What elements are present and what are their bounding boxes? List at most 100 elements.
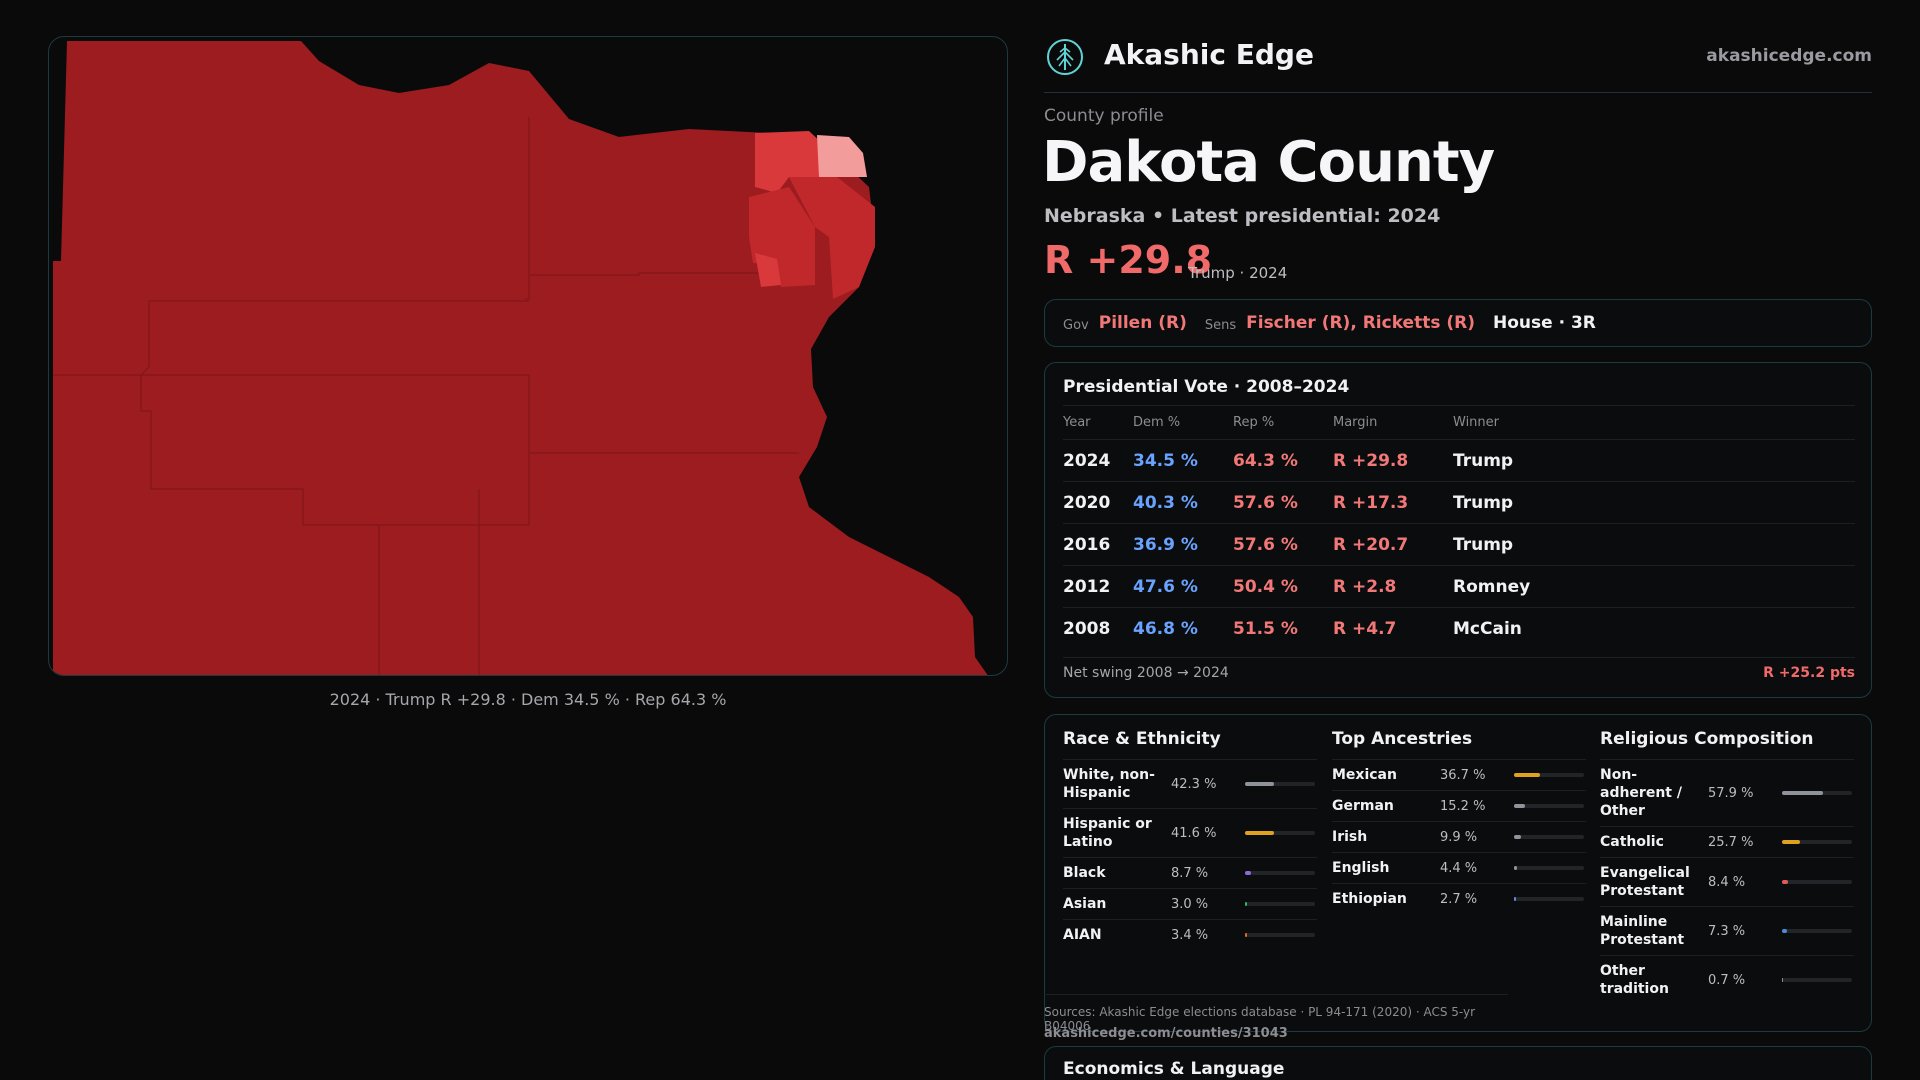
cell-margin: R +29.8 xyxy=(1333,450,1409,471)
demographic-value: 15.2 % xyxy=(1440,798,1486,814)
table-row: 2012 47.6 % 50.4 % R +2.8 Romney xyxy=(1063,565,1855,607)
demographic-row: Irish 9.9 % xyxy=(1332,821,1586,852)
demographic-label: White, non-Hispanic xyxy=(1063,767,1155,801)
demographic-bar xyxy=(1245,831,1315,835)
cell-dem: 40.3 % xyxy=(1133,492,1198,513)
cell-margin: R +2.8 xyxy=(1333,576,1397,597)
gov-key: Gov xyxy=(1063,317,1089,333)
demographic-bar xyxy=(1782,978,1852,982)
cell-rep: 57.6 % xyxy=(1233,534,1298,555)
demographic-row: Asian 3.0 % xyxy=(1063,888,1317,919)
precinct-borders xyxy=(53,117,799,675)
presidential-title: Presidential Vote · 2008–2024 xyxy=(1063,377,1350,397)
header-divider xyxy=(1044,92,1872,93)
demographic-bar-fill xyxy=(1245,933,1248,937)
demographic-row: Mexican 36.7 % xyxy=(1332,759,1586,790)
demographic-bar-fill xyxy=(1514,897,1517,901)
demographic-label: AIAN xyxy=(1063,927,1102,943)
demographic-label: Ethiopian xyxy=(1332,891,1407,907)
demographic-bar xyxy=(1514,773,1584,777)
demographic-bar-fill xyxy=(1245,871,1252,875)
demographic-label: English xyxy=(1332,860,1390,876)
demographic-value: 8.4 % xyxy=(1708,874,1746,890)
sources-url-link[interactable]: akashicedge.com/counties/31043 xyxy=(1044,1026,1288,1041)
ancestry-title: Top Ancestries xyxy=(1332,729,1473,749)
demographic-value: 57.9 % xyxy=(1708,785,1754,801)
latest-margin-note: Trump · 2024 xyxy=(1188,264,1288,282)
demographic-label: Irish xyxy=(1332,829,1368,845)
ancestry-column: Top Ancestries Mexican 36.7 % German 15.2 %… xyxy=(1332,729,1586,914)
cell-rep: 57.6 % xyxy=(1233,492,1298,513)
county-map[interactable] xyxy=(48,36,1008,676)
table-row: 2008 46.8 % 51.5 % R +4.7 McCain xyxy=(1063,607,1855,649)
demographic-row: Evangelical Protestant 8.4 % xyxy=(1600,857,1854,906)
demographic-bar xyxy=(1245,933,1315,937)
net-swing-label: Net swing 2008 → 2024 xyxy=(1063,664,1229,681)
cell-winner: Trump xyxy=(1453,534,1514,555)
header-winner: Winner xyxy=(1453,415,1500,430)
profile-eyebrow: County profile xyxy=(1044,106,1164,126)
demographic-bar-fill xyxy=(1514,804,1525,808)
officials-bar: Gov Pillen (R) Sens Fischer (R), Rickett… xyxy=(1044,299,1872,347)
cell-year: 2008 xyxy=(1063,618,1111,639)
demographic-row: Ethiopian 2.7 % xyxy=(1332,883,1586,914)
race-column: Race & Ethnicity White, non-Hispanic 42.3… xyxy=(1063,729,1317,950)
county-body[interactable] xyxy=(53,41,989,676)
cell-winner: Romney xyxy=(1453,576,1531,597)
demographic-value: 2.7 % xyxy=(1440,891,1478,907)
presidential-vote-card: Presidential Vote · 2008–2024 Year Dem %… xyxy=(1044,362,1872,698)
sources-note: Sources: Akashic Edge elections database… xyxy=(1044,994,1508,1033)
demographic-row: Mainline Protestant 7.3 % xyxy=(1600,906,1854,955)
table-row: 2016 36.9 % 57.6 % R +20.7 Trump xyxy=(1063,523,1855,565)
demographic-bar-fill xyxy=(1782,880,1788,884)
cell-rep: 64.3 % xyxy=(1233,450,1298,471)
demographic-label: Other tradition xyxy=(1600,963,1669,997)
demographic-label: Non-adherent / Other xyxy=(1600,767,1682,819)
cell-winner: Trump xyxy=(1453,450,1514,471)
demographic-bar-fill xyxy=(1514,773,1540,777)
demographic-bar xyxy=(1514,804,1584,808)
demographic-value: 8.7 % xyxy=(1171,865,1209,881)
demographic-bar xyxy=(1245,782,1315,786)
map-caption: 2024 · Trump R +29.8 · Dem 34.5 % · Rep … xyxy=(329,690,727,709)
brand-url-link[interactable]: akashicedge.com xyxy=(1706,46,1872,66)
economics-title: Economics & Language xyxy=(1063,1059,1285,1079)
demographic-value: 36.7 % xyxy=(1440,767,1486,783)
demographic-label: Mainline Protestant xyxy=(1600,914,1685,948)
table-row: 2024 34.5 % 64.3 % R +29.8 Trump xyxy=(1063,439,1855,481)
demographic-bar xyxy=(1514,897,1584,901)
religion-title: Religious Composition xyxy=(1600,729,1814,749)
cell-margin: R +20.7 xyxy=(1333,534,1409,555)
latest-margin: R +29.8 xyxy=(1044,238,1213,282)
table-header: Year Dem % Rep % Margin Winner xyxy=(1063,405,1855,439)
demographic-row: Black 8.7 % xyxy=(1063,857,1317,888)
demographic-bar-fill xyxy=(1514,835,1521,839)
demographic-bar-fill xyxy=(1245,782,1275,786)
demographic-value: 41.6 % xyxy=(1171,825,1217,841)
city-precincts[interactable] xyxy=(749,131,875,299)
race-title: Race & Ethnicity xyxy=(1063,729,1221,749)
demographic-bar xyxy=(1782,929,1852,933)
demographic-row: AIAN 3.4 % xyxy=(1063,919,1317,950)
cell-rep: 50.4 % xyxy=(1233,576,1298,597)
tree-of-life-icon xyxy=(1047,39,1083,75)
cell-margin: R +4.7 xyxy=(1333,618,1397,639)
precinct-map-svg xyxy=(53,41,989,676)
demographic-label: Evangelical Protestant xyxy=(1600,865,1690,899)
cell-year: 2020 xyxy=(1063,492,1111,513)
demographic-row: German 15.2 % xyxy=(1332,790,1586,821)
demographic-row: Other tradition 0.7 % xyxy=(1600,955,1854,1004)
demographic-bar xyxy=(1782,840,1852,844)
demographic-value: 0.7 % xyxy=(1708,972,1746,988)
page-title: Dakota County xyxy=(1042,130,1495,195)
cell-winner: McCain xyxy=(1453,618,1522,639)
senators: Fischer (R), Ricketts (R) xyxy=(1246,313,1475,333)
demographic-row: Catholic 25.7 % xyxy=(1600,826,1854,857)
brand-name: Akashic Edge xyxy=(1104,38,1314,71)
demographic-bar-fill xyxy=(1782,929,1787,933)
cell-dem: 46.8 % xyxy=(1133,618,1198,639)
cell-dem: 47.6 % xyxy=(1133,576,1198,597)
header-dem: Dem % xyxy=(1133,415,1181,430)
demographic-value: 3.4 % xyxy=(1171,927,1209,943)
demographic-label: Catholic xyxy=(1600,834,1664,850)
